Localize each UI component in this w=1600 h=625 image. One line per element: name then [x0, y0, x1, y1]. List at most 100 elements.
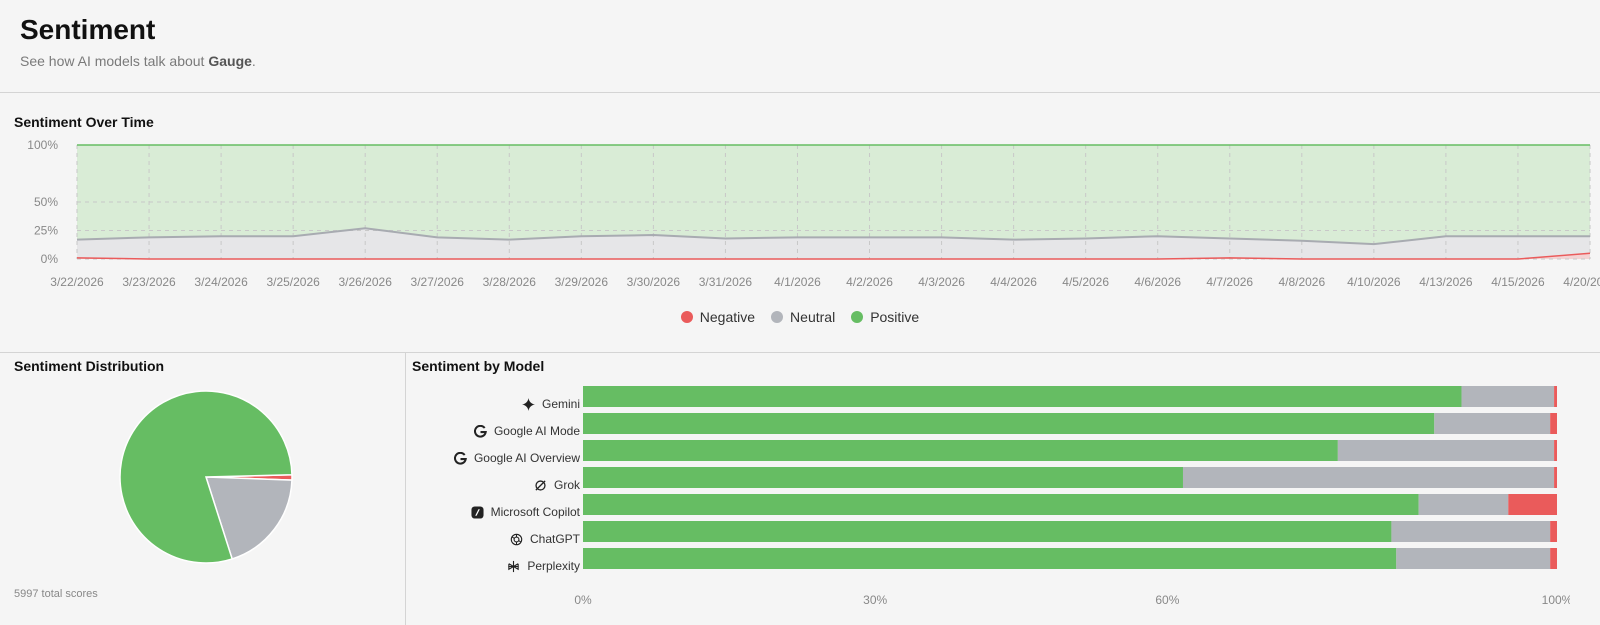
bar-segment-neutral — [1396, 548, 1551, 569]
bar-segment-negative — [1550, 521, 1557, 542]
x-tick-label: 4/8/2026 — [1278, 275, 1325, 289]
bar-segment-neutral — [1182, 467, 1555, 488]
bar-segment-negative — [1554, 440, 1557, 461]
page-title: Sentiment — [20, 14, 156, 45]
bar-segment-neutral — [1391, 521, 1551, 542]
x-tick-label: 4/20/2026 — [1563, 275, 1600, 289]
subtitle-text: See how AI models talk about — [20, 53, 209, 69]
model-label-microsoft-copilot: Microsoft Copilot — [410, 502, 580, 522]
model-name: Perplexity — [527, 559, 580, 573]
model-name: Grok — [553, 478, 580, 492]
negative-dot — [680, 311, 693, 323]
subtitle-period: . — [251, 53, 256, 69]
model-panel-title: Sentiment by Model — [412, 358, 545, 374]
panel-divider — [405, 353, 406, 625]
bar-segment-negative — [1554, 386, 1557, 407]
bar-segment-positive — [583, 494, 1419, 515]
gemini-sparkle-icon — [521, 397, 535, 411]
x-tick-label: 3/23/2026 — [122, 275, 176, 289]
bar-segment-positive — [583, 521, 1392, 542]
bar-segment-neutral — [1337, 440, 1555, 461]
distribution-panel-title: Sentiment Distribution — [14, 358, 165, 374]
bar-segment-neutral — [1461, 386, 1555, 407]
y-tick-label: 0% — [41, 252, 59, 266]
model-label-google-ai-overview: Google AI Overview — [410, 448, 580, 468]
model-name: ChatGPT — [529, 532, 580, 546]
bar-segment-negative — [1508, 494, 1557, 515]
total-scores-label: 5997 total scores — [14, 588, 98, 600]
x-tick-label: 60% — [1155, 593, 1179, 607]
model-name: Microsoft Copilot — [490, 505, 580, 519]
model-name: Google AI Overview — [473, 451, 580, 465]
neutral-dot — [771, 311, 784, 323]
legend-item-neutral[interactable]: Neutral — [771, 309, 835, 325]
x-tick-label: 3/22/2026 — [50, 275, 104, 289]
x-tick-label: 30% — [863, 593, 887, 607]
bar-segment-neutral — [1418, 494, 1509, 515]
pie-slice-neutral — [204, 476, 293, 560]
bar-segment-neutral — [1434, 413, 1551, 434]
bar-segment-negative — [1554, 467, 1557, 488]
grok-icon — [534, 479, 547, 492]
x-tick-label: 3/27/2026 — [411, 275, 465, 289]
legend-item-negative[interactable]: Negative — [680, 309, 756, 325]
model-label-chatgpt: ChatGPT — [410, 529, 580, 549]
model-name: Gemini — [541, 397, 580, 411]
y-tick-label: 100% — [27, 138, 58, 152]
x-tick-label: 4/13/2026 — [1419, 275, 1473, 289]
x-tick-label: 4/10/2026 — [1347, 275, 1401, 289]
google-g-icon — [473, 424, 487, 438]
sentiment-over-time-chart: 0% 25% 50% 100% 3/22/2026 3/23/2026 3/24/2026 3… — [27, 138, 1600, 289]
brand-name: Gauge — [208, 53, 252, 69]
sentiment-by-model-chart: 0% 30% 60% 100% — [574, 386, 1570, 607]
sentiment-distribution-pie — [119, 390, 293, 564]
google-g-icon — [453, 451, 467, 465]
x-tick-label: 4/1/2026 — [774, 275, 821, 289]
neutral-series-line — [76, 227, 1590, 246]
section-divider — [0, 352, 1600, 353]
legend-label: Negative — [699, 309, 756, 325]
legend-label: Positive — [870, 309, 920, 325]
x-tick-label: 3/25/2026 — [266, 275, 320, 289]
x-tick-label: 0% — [574, 593, 592, 607]
negative-series-line — [76, 252, 1591, 260]
copilot-icon — [471, 505, 484, 519]
perplexity-icon — [507, 560, 520, 573]
chatgpt-icon — [510, 533, 523, 546]
model-name: Google AI Mode — [493, 424, 580, 438]
bar-segment-negative — [1550, 413, 1557, 434]
bar-segment-positive — [583, 548, 1397, 569]
x-tick-label: 4/15/2026 — [1491, 275, 1545, 289]
legend-item-positive[interactable]: Positive — [851, 309, 919, 325]
model-label-grok: Grok — [410, 475, 580, 495]
x-tick-label: 4/4/2026 — [990, 275, 1037, 289]
x-tick-label: 4/6/2026 — [1134, 275, 1181, 289]
bar-segment-positive — [583, 440, 1338, 461]
x-tick-label: 3/24/2026 — [194, 275, 248, 289]
x-tick-label: 4/2/2026 — [846, 275, 893, 289]
x-tick-label: 3/31/2026 — [699, 275, 753, 289]
x-tick-label: 3/30/2026 — [627, 275, 681, 289]
bar-segment-negative — [1550, 548, 1557, 569]
positive-dot — [851, 311, 864, 323]
page-header: Sentiment See how AI models talk about G… — [0, 0, 1600, 93]
page-subtitle: See how AI models talk about Gauge. — [20, 53, 256, 69]
bar-segment-positive — [583, 467, 1183, 488]
x-tick-label: 4/3/2026 — [918, 275, 965, 289]
model-label-gemini: Gemini — [410, 394, 580, 414]
time-panel-title: Sentiment Over Time — [14, 114, 154, 130]
chart-legend: Negative Neutral Positive — [0, 309, 1600, 325]
legend-label: Neutral — [790, 309, 836, 325]
x-tick-label: 3/28/2026 — [483, 275, 537, 289]
bar-segment-positive — [583, 386, 1462, 407]
x-tick-label: 100% — [1542, 593, 1570, 607]
y-tick-label: 50% — [34, 195, 58, 209]
x-tick-label: 3/29/2026 — [555, 275, 609, 289]
neutral-area — [77, 228, 1590, 259]
pie-slice-positive — [119, 390, 293, 564]
y-tick-label: 25% — [34, 224, 58, 238]
x-tick-label: 4/7/2026 — [1206, 275, 1253, 289]
x-tick-label: 3/26/2026 — [338, 275, 392, 289]
bar-segment-positive — [583, 413, 1435, 434]
x-tick-label: 4/5/2026 — [1062, 275, 1109, 289]
